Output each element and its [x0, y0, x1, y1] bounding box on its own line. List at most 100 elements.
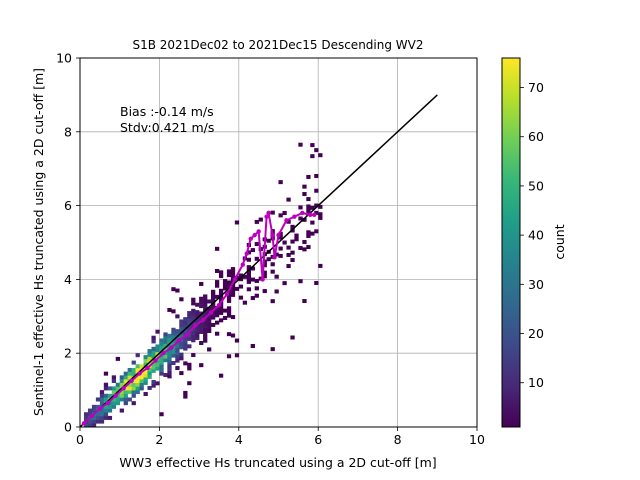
heatmap-cell: [214, 268, 220, 273]
bias-annotation: Bias :-0.14 m/s: [120, 104, 214, 119]
heatmap-cell: [214, 309, 220, 314]
heatmap-cell: [147, 367, 152, 372]
heatmap-cell: [131, 386, 136, 391]
heatmap-cell: [139, 364, 144, 369]
y-axis-ticks: 0 2 4 6 8 10: [56, 51, 80, 435]
heatmap-cell: [143, 373, 148, 378]
heatmap-cell: [131, 393, 136, 398]
heatmap-cell: [199, 304, 204, 309]
heatmap-cell: [127, 382, 132, 387]
heatmap-cell: [83, 423, 89, 428]
heatmap-cell: [103, 408, 109, 413]
heatmap-cell: [171, 346, 176, 351]
heatmap-cell: [187, 325, 192, 330]
heatmap-cell: [246, 276, 252, 281]
binned-mean-point: [284, 218, 289, 223]
heatmap-cell: [306, 233, 311, 238]
heatmap-cell: [191, 330, 196, 335]
heatmap-cell: [151, 335, 156, 340]
heatmap-cell: [179, 352, 184, 357]
heatmap-cell: [147, 374, 152, 379]
heatmap-cell: [171, 309, 176, 314]
binned-mean-point: [216, 303, 222, 308]
binned-mean-point: [248, 236, 253, 242]
heatmap-cell: [270, 347, 275, 352]
heatmap-cell: [171, 287, 176, 292]
heatmap-cell: [242, 300, 248, 305]
heatmap-cell: [290, 335, 295, 340]
heatmap-cell: [242, 274, 248, 279]
binned-mean-point: [244, 251, 249, 256]
heatmap-cell: [135, 390, 140, 395]
colorbar-tick-label: 10: [528, 375, 544, 390]
heatmap-cell: [147, 352, 152, 357]
heatmap-cell: [226, 332, 232, 337]
heatmap-cell: [266, 238, 271, 243]
heatmap-cell: [183, 324, 188, 329]
heatmap-cell: [111, 401, 117, 406]
heatmap-cell: [95, 397, 101, 402]
heatmap-cell: [250, 277, 255, 282]
heatmap-cell: [298, 279, 303, 284]
heatmap-cell: [95, 415, 101, 420]
heatmap-cell: [211, 315, 216, 320]
heatmap-cell: [183, 317, 188, 322]
heatmap-cell: [111, 386, 117, 391]
heatmap-cell: [290, 228, 295, 233]
colorbar-frame: [501, 57, 521, 428]
heatmap-cell: [262, 259, 267, 264]
heatmap-cell: [203, 338, 208, 343]
heatmap-cell: [203, 320, 208, 325]
binned-mean-point: [270, 232, 275, 238]
heatmap-cell: [250, 296, 255, 301]
heatmap-cell: [135, 375, 140, 380]
heatmap-cell: [294, 233, 299, 238]
heatmap-cell: [226, 298, 232, 303]
heatmap-cell: [175, 329, 180, 334]
heatmap-cell: [155, 344, 160, 349]
heatmap-cell: [191, 327, 196, 332]
heatmap-cell: [199, 296, 204, 301]
heatmap-cell: [83, 412, 89, 417]
heatmap-cell: [306, 230, 311, 235]
heatmap-cell: [107, 386, 113, 391]
x-tick-label: 10: [469, 432, 485, 447]
heatmap-cell: [318, 215, 323, 220]
heatmap-cell: [175, 288, 180, 293]
binned-mean-point: [161, 351, 166, 356]
heatmap-cell: [159, 360, 164, 365]
heatmap-cell: [298, 142, 303, 147]
binned-mean-point: [129, 378, 134, 384]
heatmap-cell: [167, 370, 172, 375]
heatmap-cell: [99, 393, 105, 398]
heatmap-cell: [91, 404, 97, 409]
heatmap-cell: [163, 347, 168, 352]
heatmap-cell: [203, 312, 208, 317]
heatmap-cell: [147, 356, 152, 361]
heatmap-cell: [218, 292, 224, 297]
heatmap-cell: [195, 324, 200, 329]
heatmap-cell: [99, 412, 105, 417]
heatmap-cell: [175, 332, 180, 337]
heatmap-cell: [203, 335, 208, 339]
heatmap-cell: [171, 331, 176, 336]
heatmap-cell: [214, 283, 220, 288]
heatmap-cell: [115, 386, 120, 391]
heatmap-cell: [218, 288, 224, 293]
heatmap-cell: [167, 359, 172, 364]
heatmap-cell: [163, 343, 168, 348]
heatmap-cell: [246, 287, 252, 292]
heatmap-cell: [218, 318, 224, 323]
heatmap-cell: [103, 393, 109, 398]
heatmap-cell: [119, 390, 124, 395]
heatmap-cell: [207, 314, 212, 319]
y-tick-label: 0: [64, 420, 72, 435]
heatmap-cell: [195, 310, 200, 315]
heatmap-cell: [222, 286, 228, 291]
heatmap-cell: [111, 404, 117, 409]
heatmap-cell: [175, 314, 180, 319]
binned-mean-point: [137, 371, 142, 376]
colorbar: 10 20 30 40 50 60 70 count: [501, 57, 567, 428]
heatmap-cell: [115, 356, 120, 361]
